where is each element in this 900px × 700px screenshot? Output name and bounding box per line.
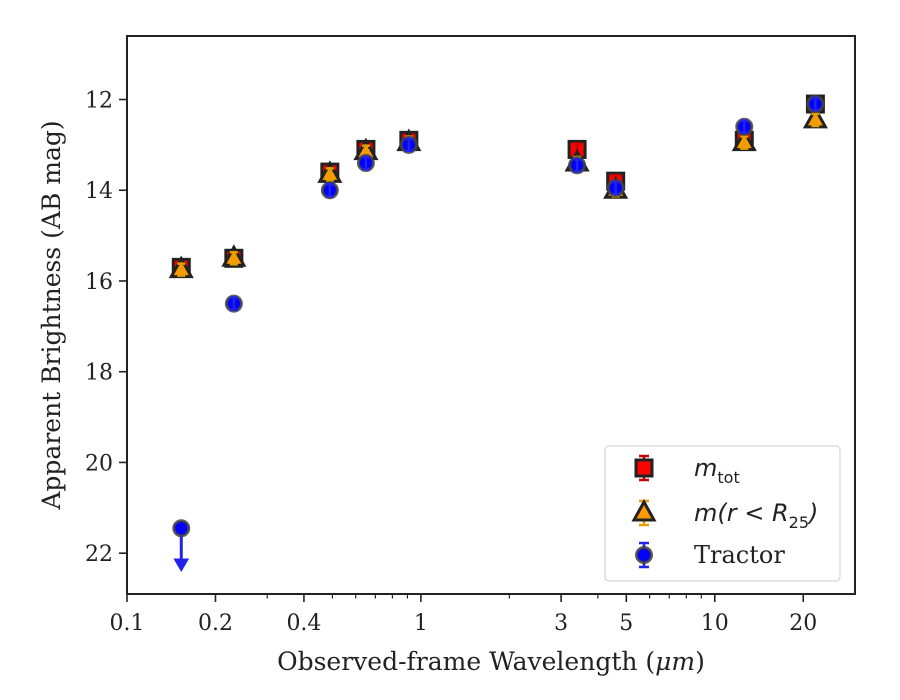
x-tick-label: 20	[789, 611, 817, 636]
legend-marker-tractor	[635, 541, 653, 569]
y-tick-label: 14	[85, 179, 113, 204]
legend-label-tractor: Tractor	[694, 541, 785, 569]
y-tick-label: 22	[85, 542, 113, 567]
series-tractor	[172, 95, 825, 573]
plot-frame	[126, 35, 856, 595]
series-mtot	[171, 94, 825, 277]
x-tick-label: 5	[619, 611, 633, 636]
data-marks	[168, 94, 828, 573]
x-tick-label: 10	[701, 611, 729, 636]
upper-limit-arrowhead	[173, 558, 190, 573]
x-tick-label: 0.4	[286, 611, 321, 636]
y-tick-label: 18	[85, 361, 113, 386]
legend-label-m-r-r25: m(r < R25)	[694, 499, 818, 532]
x-tick-label: 0.1	[110, 611, 145, 636]
legend-label-mtot: mtot	[694, 454, 740, 487]
data-point-tractor	[172, 519, 191, 538]
y-axis-label: Apparent Brightness (AB mag)	[37, 120, 66, 510]
x-tick-label: 1	[414, 611, 428, 636]
legend-markers	[631, 454, 657, 569]
legend: mtot m(r < R25) Tractor	[604, 445, 841, 582]
legend-marker-shape	[634, 458, 654, 478]
x-tick-label: 0.2	[198, 611, 233, 636]
legend-marker-shape	[635, 546, 653, 564]
y-tick-label: 12	[85, 89, 113, 114]
y-tick-label: 20	[85, 451, 113, 476]
legend-marker-mtot	[634, 454, 654, 482]
legend-marker-mr25	[631, 498, 657, 527]
legend-box	[604, 445, 841, 582]
series-mr25	[168, 105, 828, 279]
x-axis-label: Observed-frame Wavelength (μm)	[277, 647, 705, 676]
x-tick-label: 3	[554, 611, 568, 636]
axis-ticks: 0.1 0.2 0.4 1 3 5 10 20 12 14 16 18 20 22	[85, 89, 817, 636]
legend-marker-shape	[631, 498, 657, 522]
y-tick-label: 16	[85, 270, 113, 295]
